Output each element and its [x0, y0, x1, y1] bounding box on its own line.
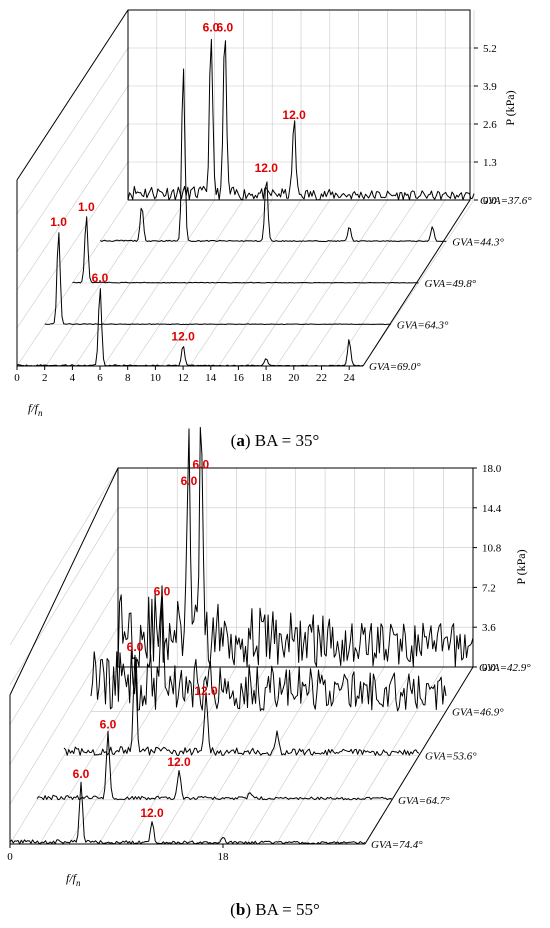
series-label: GVA=42.9°: [479, 662, 531, 674]
z-tick-label: 0.0: [482, 662, 496, 674]
peak-label: 1.0: [50, 215, 67, 229]
peak-label: 6.0: [92, 271, 109, 285]
series-label: GVA=74.4°: [371, 839, 423, 851]
grid-line: [16, 47, 129, 215]
series-label: GVA=69.0°: [369, 361, 421, 373]
series-line: [63, 654, 420, 756]
peak-label: 12.0: [167, 755, 191, 769]
x-tick-label: 18: [261, 372, 273, 384]
panel-b: 0 18 0.03.67.210.814.418.0 GVA=42.9°GVA=4…: [7, 426, 531, 888]
z-tick-label: 3.9: [483, 81, 497, 93]
series-line: [90, 585, 447, 712]
peak-label: 12.0: [194, 684, 218, 698]
peak-label: 6.0: [192, 458, 209, 472]
series-line: [9, 781, 366, 845]
panel-b-peak-labels: 6.0 6.0 6.0 6.0 12.0 6.0 12.0 6.0 12.0: [73, 458, 218, 820]
series-label: GVA=49.8°: [425, 278, 477, 290]
peak-label: 12.0: [255, 161, 279, 175]
grid-line: [9, 587, 119, 765]
z-tick-label: 18.0: [482, 463, 502, 475]
x-tick-label: 12: [178, 372, 189, 384]
panel-a-frame: [16, 9, 471, 367]
grid-line: [9, 467, 119, 646]
peak-label: 1.0: [78, 200, 95, 214]
panel-a: 0 2 4 6 8 10 12 14 16 18 20 22 24 0.01.32.63.95.2 GV…: [14, 9, 532, 418]
x-tick-label: 4: [70, 372, 76, 384]
x-tick-label: 18: [218, 851, 230, 863]
series-label: GVA=46.9°: [452, 706, 504, 718]
grid-line: [9, 627, 119, 805]
z-tick-label: 10.8: [482, 543, 502, 555]
series-line: [72, 216, 419, 284]
series-label: GVA=44.3°: [452, 237, 504, 249]
x-tick-label: 0: [7, 851, 13, 863]
panel-b-traces: [9, 426, 474, 845]
grid-line: [16, 85, 129, 253]
grid-line: [9, 547, 119, 725]
peak-label: 12.0: [282, 108, 306, 122]
panel-b-z-axis-label: P (kPa): [514, 549, 528, 584]
panel-b-frame: [9, 467, 474, 845]
series-label: GVA=64.7°: [398, 795, 450, 807]
grid-line: [16, 123, 129, 291]
series-line: [100, 68, 447, 242]
panel-b-x-ticks: 0 18: [7, 844, 229, 863]
peak-label: 6.0: [127, 640, 144, 654]
panel-b-series-labels: GVA=42.9° GVA=46.9° GVA=53.6° GVA=64.7° GVA=…: [371, 662, 531, 851]
caption-a: (a) BA = 35°: [230, 431, 320, 450]
z-tick-label: 2.6: [483, 119, 497, 131]
peak-label: 12.0: [140, 806, 164, 820]
z-tick-label: 3.6: [482, 622, 496, 634]
x-tick-label: 20: [288, 372, 300, 384]
grid-line: [9, 507, 119, 685]
series-line: [44, 232, 391, 325]
z-tick-label: 7.2: [482, 582, 496, 594]
panel-b-grid: [9, 467, 474, 845]
x-tick-label: 0: [14, 372, 20, 384]
panel-a-grid: [16, 10, 475, 367]
x-tick-label: 10: [150, 372, 162, 384]
peak-label: 6.0: [217, 20, 234, 34]
series-line: [16, 288, 364, 367]
z-tick-label: 5.2: [483, 43, 497, 55]
x-tick-label: 6: [97, 372, 103, 384]
x-tick-label: 14: [205, 372, 217, 384]
x-tick-label: 24: [344, 372, 356, 384]
panel-a-peak-labels: 6.06.012.012.01.01.06.012.0: [50, 20, 306, 343]
peak-label: 6.0: [73, 767, 90, 781]
x-tick-label: 16: [233, 372, 245, 384]
series-label: GVA=37.6°: [480, 195, 532, 207]
panel-b-x-axis-label: f/fn: [66, 871, 81, 888]
peak-label: 6.0: [203, 20, 220, 34]
x-tick-label: 22: [316, 372, 327, 384]
z-tick-label: 1.3: [483, 157, 497, 169]
z-tick-label: 14.4: [482, 503, 502, 515]
peak-label: 6.0: [181, 474, 198, 488]
panel-a-series-labels: GVA=37.6° GVA=44.3° GVA=49.8° GVA=64.3° GVA=…: [369, 195, 532, 373]
peak-label: 12.0: [171, 330, 195, 344]
peak-label: 6.0: [154, 585, 171, 599]
series-label: GVA=53.6°: [425, 751, 477, 763]
grid-line: [16, 161, 129, 329]
panel-a-z-axis-label: P (kPa): [503, 90, 517, 125]
series-label: GVA=64.3°: [397, 320, 449, 332]
panel-b-z-ticks: 0.0 3.6 7.2 10.8 14.4 18.0: [473, 463, 502, 674]
panel-a-z-ticks: 0.0 1.3 2.6 3.9 5.2: [474, 43, 497, 207]
x-tick-label: 2: [42, 372, 48, 384]
z-tick-label: 0.0: [483, 195, 497, 207]
panel-a-x-ticks: 0 2 4 6 8 10 12 14 16 18 20 22 24: [14, 366, 355, 384]
panel-a-x-axis-label: f/fn: [28, 401, 43, 418]
x-tick-label: 8: [125, 372, 131, 384]
series-line: [36, 730, 393, 801]
caption-b: (b) BA = 55°: [230, 900, 320, 919]
series-line: [117, 426, 474, 668]
peak-label: 6.0: [100, 717, 117, 731]
